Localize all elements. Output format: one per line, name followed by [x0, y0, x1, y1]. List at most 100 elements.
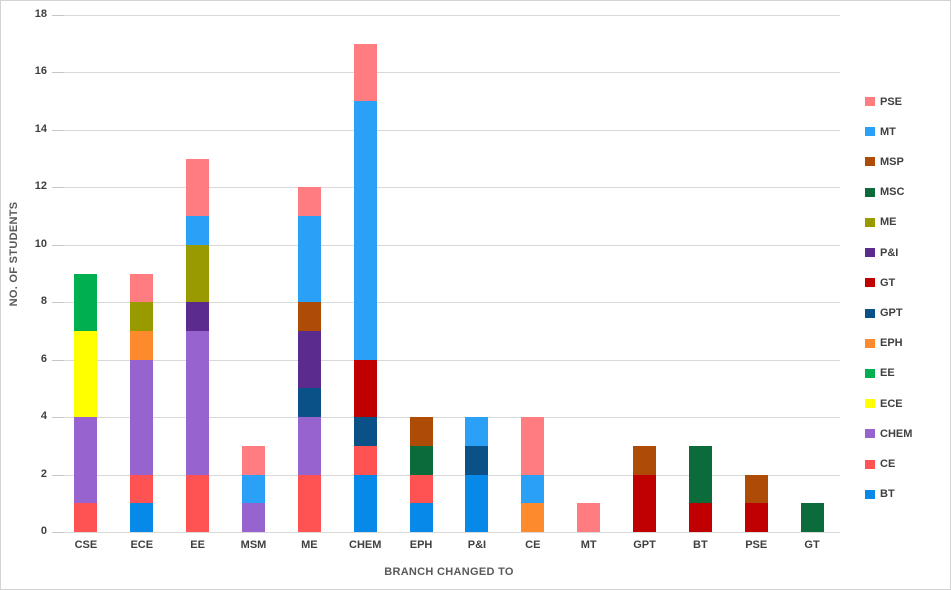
bar-segment-CE-EPH: [521, 503, 545, 532]
bar-segment-BT-GT: [688, 503, 712, 532]
bar-segment-EE-ME: [186, 244, 210, 303]
x-axis-title: BRANCH CHANGED TO: [384, 566, 514, 578]
legend-item-BT: BT: [865, 488, 912, 501]
bar-segment-EE-CE: [186, 474, 210, 532]
y-tick-label-18: 18: [34, 8, 47, 20]
bar-segment-ECE-BT: [130, 503, 154, 532]
gridline-y-0: [58, 532, 840, 533]
bar-segment-EE-P&I: [186, 302, 210, 331]
bar-segment-ECE-ME: [130, 302, 154, 331]
legend-item-CHEM: CHEM: [865, 427, 912, 440]
legend-item-GT: GT: [865, 276, 912, 289]
y-tick-mark-4: [52, 417, 64, 419]
y-tick-mark-6: [52, 359, 64, 361]
gridline-y-2: [58, 474, 840, 476]
bar-segment-ECE-CHEM: [130, 359, 154, 475]
bar-segment-P&I-MT: [465, 417, 489, 446]
x-tick-label-BT: BT: [693, 539, 708, 551]
legend-marker-BT: [865, 489, 875, 499]
legend-item-EE: EE: [865, 367, 912, 380]
bar-segment-ME-MT: [297, 216, 321, 303]
x-tick-label-MSM: MSM: [240, 539, 267, 551]
legend-item-GPT: GPT: [865, 307, 912, 320]
bar-segment-CHEM-MT: [353, 101, 377, 360]
x-tick-label-CE: CE: [525, 539, 541, 551]
y-tick-mark-18: [52, 15, 64, 16]
legend-marker-ME: [865, 217, 875, 227]
bar-segment-ME-MSP: [297, 302, 321, 331]
x-tick-label-ME: ME: [301, 539, 318, 551]
y-tick-mark-14: [52, 129, 64, 131]
y-tick-label-6: 6: [40, 352, 47, 365]
bar-segment-EPH-BT: [409, 503, 433, 532]
legend-item-MSP: MSP: [865, 155, 912, 168]
bar-segment-MSM-CHEM: [242, 503, 265, 532]
bar-segment-EPH-MSP: [409, 417, 433, 446]
bar-segment-ME-CE: [297, 474, 321, 532]
gridline-y-6: [58, 359, 840, 361]
bar-segment-BT-MSC: [688, 445, 712, 504]
x-tick-label-EPH: EPH: [409, 539, 433, 551]
legend-label-PSE: PSE: [880, 95, 903, 108]
bar-segment-CHEM-GPT: [353, 417, 377, 446]
x-tick-label-ECE: ECE: [130, 539, 154, 551]
legend-label-EE: EE: [880, 367, 895, 380]
legend-marker-MSC: [865, 187, 875, 197]
legend-item-MSC: MSC: [865, 186, 912, 199]
y-tick-mark-0: [52, 532, 64, 533]
gridline-y-8: [58, 302, 840, 304]
legend-marker-CHEM: [865, 429, 875, 439]
legend-marker-MSP: [865, 157, 875, 167]
legend-label-MSC: MSC: [880, 186, 905, 199]
legend: PSE MT MSP MSC ME P&I GT GPT EPH EE ECE CHEM CE BT: [865, 95, 912, 501]
legend-label-BT: BT: [880, 488, 895, 501]
x-tick-label-EE: EE: [190, 539, 205, 551]
bar-segment-CSE-CE: [74, 503, 98, 532]
legend-marker-P&I: [865, 248, 875, 258]
legend-label-CE: CE: [880, 458, 896, 471]
x-tick-label-P&I: P&I: [467, 539, 487, 551]
bar-segment-EPH-CE: [409, 474, 433, 504]
bar-segment-GPT-GT: [633, 474, 656, 532]
bar-segment-ME-P&I: [297, 330, 321, 389]
bar-segment-CSE-ECE: [74, 330, 98, 418]
legend-marker-PSE: [865, 97, 875, 106]
x-tick-label-GPT: GPT: [633, 539, 656, 551]
bar-segment-MT-PSE: [577, 503, 601, 532]
bar-segment-CE-PSE: [521, 417, 545, 475]
y-tick-label-0: 0: [40, 525, 47, 537]
bar-segment-MSM-PSE: [242, 445, 265, 475]
bar-segment-CHEM-CE: [353, 445, 377, 475]
legend-item-MT: MT: [865, 125, 912, 138]
bar-segment-CSE-EE: [74, 273, 98, 331]
legend-marker-ECE: [865, 399, 875, 409]
legend-label-ME: ME: [880, 216, 897, 229]
gridline-y-10: [58, 244, 840, 246]
bar-segment-EE-PSE: [186, 158, 210, 217]
y-tick-label-10: 10: [34, 237, 47, 250]
bar-segment-PSE-GT: [744, 503, 768, 532]
y-tick-mark-10: [52, 244, 64, 246]
bar-segment-GPT-MSP: [633, 445, 656, 475]
legend-label-GPT: GPT: [880, 307, 903, 320]
bar-segment-MSM-MT: [242, 474, 265, 504]
y-tick-label-8: 8: [40, 295, 47, 308]
legend-marker-EPH: [865, 338, 875, 348]
legend-item-CE: CE: [865, 458, 912, 471]
y-tick-label-2: 2: [40, 467, 47, 480]
x-tick-label-CSE: CSE: [74, 539, 98, 551]
legend-label-ECE: ECE: [880, 397, 903, 410]
gridline-y-12: [58, 187, 840, 189]
legend-label-EPH: EPH: [880, 337, 903, 350]
legend-marker-EE: [865, 368, 875, 378]
y-tick-label-14: 14: [34, 122, 47, 135]
legend-label-P&I: P&I: [880, 246, 899, 259]
bar-segment-CHEM-BT: [353, 474, 377, 532]
bar-segment-CHEM-PSE: [353, 43, 377, 102]
legend-item-EPH: EPH: [865, 337, 912, 350]
legend-label-GT: GT: [880, 276, 896, 289]
x-tick-label-GT: GT: [804, 539, 820, 551]
y-tick-label-16: 16: [34, 65, 47, 78]
legend-item-ME: ME: [865, 216, 912, 229]
